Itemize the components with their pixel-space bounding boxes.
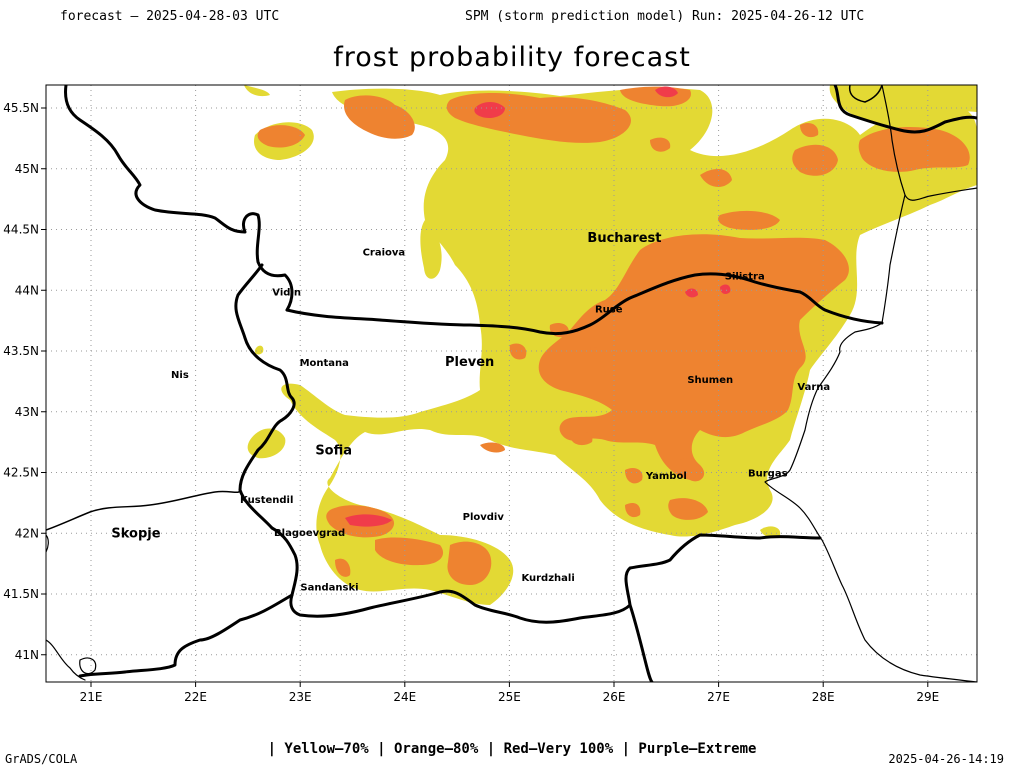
city-label-nis: Nis bbox=[171, 370, 189, 381]
grads-credit: GrADS/COLA bbox=[5, 752, 78, 766]
forecast-time-header: forecast – 2025-04-28-03 UTC bbox=[60, 9, 280, 24]
frost-orange-areas bbox=[257, 86, 970, 585]
city-label-ruse: Ruse bbox=[595, 304, 623, 315]
lon-tick-label: 21E bbox=[80, 690, 103, 704]
city-label-craiova: Craiova bbox=[363, 247, 406, 258]
lat-tick-label: 44.5N bbox=[3, 223, 39, 237]
latitude-ticks: 45.5N 45N 44.5N 44N 43.5N 43N 42.5N 42N 41.5N 41N bbox=[3, 101, 46, 662]
city-label-silistra: Silistra bbox=[725, 272, 765, 283]
city-label-blagoevgrad: Blagoevgrad bbox=[274, 528, 345, 539]
city-label-bucharest: Bucharest bbox=[587, 231, 661, 246]
lon-tick-label: 23E bbox=[289, 690, 312, 704]
lat-tick-label: 41.5N bbox=[3, 587, 39, 601]
city-label-kurdzhali: Kurdzhali bbox=[521, 573, 574, 584]
lat-tick-label: 42N bbox=[15, 526, 39, 540]
lat-lon-grid bbox=[46, 85, 977, 682]
city-label-plovdiv: Plovdiv bbox=[463, 512, 505, 523]
city-label-shumen: Shumen bbox=[687, 375, 733, 386]
lat-tick-label: 44N bbox=[15, 283, 39, 297]
city-label-sofia: Sofia bbox=[315, 444, 352, 459]
render-timestamp: 2025-04-26-14:19 bbox=[888, 752, 1004, 766]
lon-tick-label: 29E bbox=[916, 690, 939, 704]
lon-tick-label: 27E bbox=[707, 690, 730, 704]
lat-tick-label: 45N bbox=[15, 162, 39, 176]
city-label-kustendil: Kustendil bbox=[240, 495, 293, 506]
plot-frame bbox=[45, 84, 978, 683]
lat-tick-label: 42.5N bbox=[3, 466, 39, 480]
model-run-header: SPM (storm prediction model) Run: 2025-0… bbox=[465, 9, 865, 24]
lat-tick-label: 43.5N bbox=[3, 344, 39, 358]
country-borders bbox=[46, 85, 977, 682]
city-label-sandanski: Sandanski bbox=[300, 583, 358, 594]
city-label-skopje: Skopje bbox=[111, 526, 160, 541]
city-label-burgas: Burgas bbox=[748, 469, 788, 480]
lon-tick-label: 26E bbox=[603, 690, 626, 704]
longitude-ticks: 21E 22E 23E 24E 25E 26E 27E 28E 29E bbox=[80, 682, 939, 704]
color-legend: | Yellow–70% | Orange–80% | Red–Very 100… bbox=[267, 741, 757, 757]
lon-tick-label: 25E bbox=[498, 690, 521, 704]
lon-tick-label: 22E bbox=[184, 690, 207, 704]
lat-tick-label: 41N bbox=[15, 648, 39, 662]
city-label-vidin: Vidin bbox=[272, 287, 301, 298]
lat-tick-label: 43N bbox=[15, 405, 39, 419]
map-title: frost probability forecast bbox=[333, 42, 691, 73]
frost-red-areas bbox=[345, 86, 731, 527]
lon-tick-label: 24E bbox=[393, 690, 416, 704]
city-label-yambol: Yambol bbox=[645, 471, 687, 482]
city-label-pleven: Pleven bbox=[445, 355, 494, 370]
lat-tick-label: 45.5N bbox=[3, 101, 39, 115]
city-label-montana: Montana bbox=[300, 358, 349, 369]
city-label-varna: Varna bbox=[797, 382, 830, 393]
city-labels: Craiova Bucharest Vidin Silistra Ruse Montana… bbox=[111, 231, 830, 594]
lon-tick-label: 28E bbox=[812, 690, 835, 704]
